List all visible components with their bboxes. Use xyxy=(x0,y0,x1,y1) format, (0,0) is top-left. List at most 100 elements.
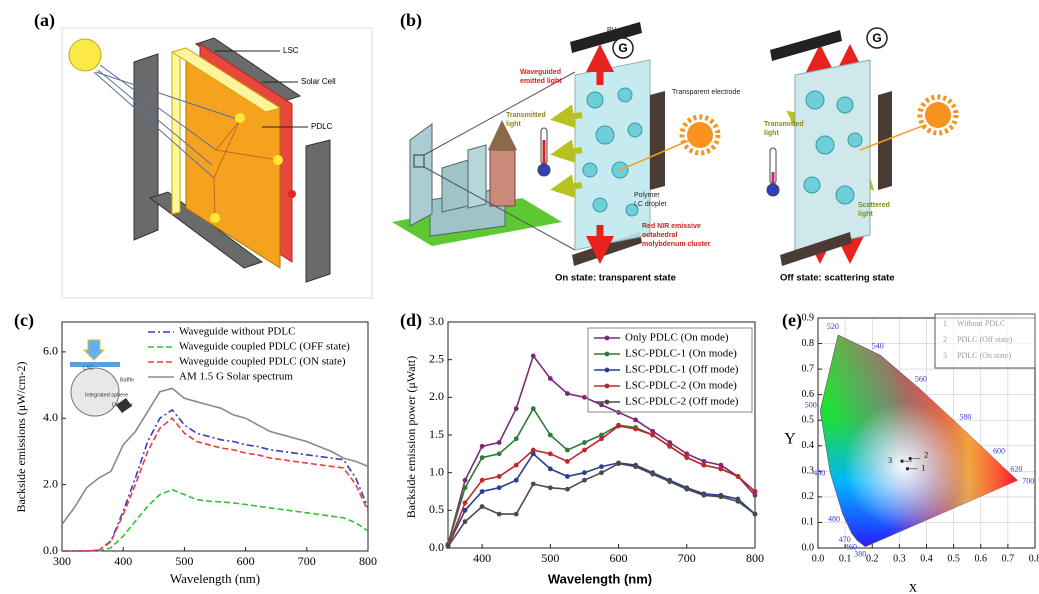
wavelength-label: 540 xyxy=(872,341,884,350)
data-point xyxy=(480,455,485,460)
building xyxy=(442,160,468,212)
panel-label: (a) xyxy=(34,10,55,31)
data-point xyxy=(684,455,689,460)
label-pv-cells: PV cells xyxy=(607,27,633,34)
y-tick-label: 0.6 xyxy=(802,389,815,400)
emitter xyxy=(288,190,296,198)
sun xyxy=(69,39,101,71)
panel-b: (b) xyxy=(392,10,956,283)
x-axis-label: x xyxy=(909,579,917,594)
data-point xyxy=(684,487,689,492)
x-tick-label: 0.6 xyxy=(975,553,988,564)
series-line xyxy=(448,464,755,547)
legend-box xyxy=(935,314,1035,368)
data-point xyxy=(480,478,485,483)
y-tick-label: 0.0 xyxy=(429,540,444,554)
label-scattered: Scattered xyxy=(858,202,890,209)
wavelength-label: 470 xyxy=(839,535,851,544)
series-line xyxy=(448,409,755,545)
label-on-state: On state: transparent state xyxy=(555,273,676,284)
wavelength-label: 700 xyxy=(1022,476,1034,485)
legend-marker xyxy=(605,368,610,373)
label-polymer: Polymer xyxy=(634,192,660,199)
label-electrode: Transparent electrode xyxy=(672,89,740,96)
data-point xyxy=(463,478,468,483)
data-point xyxy=(599,436,604,441)
wavelength-label: 480 xyxy=(828,514,840,523)
data-point xyxy=(514,406,519,411)
legend-label: Waveguide without PDLC xyxy=(179,326,295,338)
data-point xyxy=(565,487,570,492)
y-tick-label: 0.7 xyxy=(802,363,815,374)
data-point xyxy=(701,463,706,468)
data-point xyxy=(736,499,741,504)
legend-label: Waveguide coupled PDLC (ON state) xyxy=(179,356,346,368)
x-tick-label: 0.8 xyxy=(1029,553,1039,564)
data-point xyxy=(906,467,909,470)
panel-label: (b) xyxy=(400,10,422,31)
label-solar-cell: Solar Cell xyxy=(301,77,336,86)
data-point xyxy=(753,512,758,517)
data-point xyxy=(497,485,502,490)
point-label: 2 xyxy=(924,450,928,459)
y-axis-label: Backside emission power (μWatt) xyxy=(404,356,418,518)
series-line xyxy=(62,490,368,551)
panel-label: (c) xyxy=(14,310,34,331)
droplet xyxy=(836,186,854,204)
data-point xyxy=(565,448,570,453)
charts: (c)3004005006007008000.02.04.06.0Wavelen… xyxy=(14,310,1039,594)
legend-label: LSC-PDLC-2 (On mode) xyxy=(625,380,737,392)
data-point xyxy=(548,433,553,438)
pv-cell xyxy=(770,30,842,61)
y-tick-label: 0.0 xyxy=(43,543,58,557)
y-tick-label: 3.0 xyxy=(429,314,444,328)
legend-marker xyxy=(605,336,610,341)
off-panel xyxy=(795,60,870,250)
droplet xyxy=(618,88,632,102)
wavelength-label: 500 xyxy=(805,401,817,410)
data-point xyxy=(667,479,672,484)
panel-label: (d) xyxy=(400,310,422,331)
sun xyxy=(687,122,713,148)
x-tick-label: 800 xyxy=(359,554,377,568)
data-point xyxy=(633,427,638,432)
data-point xyxy=(753,489,758,494)
data-point xyxy=(514,436,519,441)
wavelength-label: 490 xyxy=(813,468,825,477)
y-tick-label: 0.0 xyxy=(802,542,815,553)
data-point xyxy=(480,504,485,509)
x-axis-label: Wavelength (nm) xyxy=(548,571,652,586)
droplet xyxy=(837,97,853,113)
droplet xyxy=(628,123,642,137)
data-point xyxy=(633,464,638,469)
data-point xyxy=(531,482,536,487)
wavelength-label: 620 xyxy=(1010,465,1022,474)
data-point xyxy=(463,500,468,505)
droplet xyxy=(816,136,834,154)
data-point xyxy=(531,448,536,453)
data-point xyxy=(718,467,723,472)
x-tick-label: 0.5 xyxy=(947,553,960,564)
emitter xyxy=(235,113,245,123)
legend-marker xyxy=(605,384,610,389)
data-point xyxy=(497,440,502,445)
x-tick-label: 400 xyxy=(473,551,491,565)
emitter xyxy=(273,155,283,165)
generator-label: G xyxy=(618,41,627,55)
arrow xyxy=(562,185,582,188)
data-point xyxy=(616,461,621,466)
data-point xyxy=(599,470,604,475)
legend-marker xyxy=(605,400,610,405)
wavelength-label: 560 xyxy=(915,374,927,383)
data-point xyxy=(650,472,655,477)
series-line xyxy=(62,418,368,551)
page: { "panels": { "a": {"label": "(a)", "lsc… xyxy=(0,0,1039,594)
arrow xyxy=(562,115,582,118)
label-lsc: LSC xyxy=(283,46,299,55)
data-point xyxy=(497,474,502,479)
x-tick-label: 0.0 xyxy=(812,553,825,564)
thermometer-level xyxy=(772,172,775,184)
arrow xyxy=(562,150,582,153)
data-point xyxy=(446,544,451,549)
data-point xyxy=(582,470,587,475)
